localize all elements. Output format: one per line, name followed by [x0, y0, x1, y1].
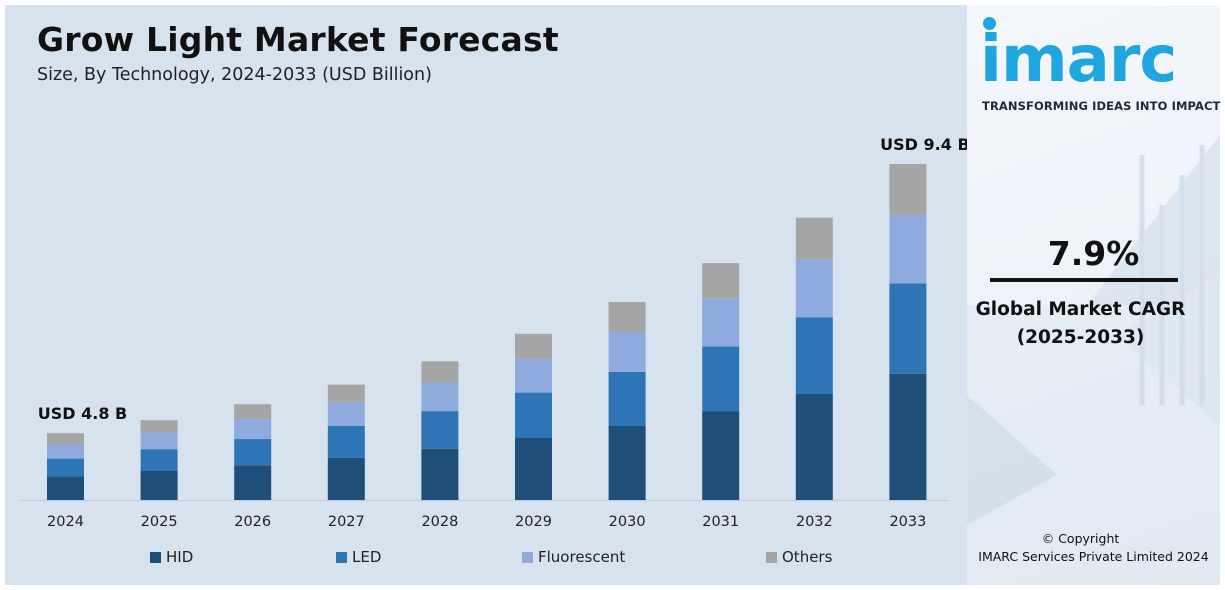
bar-led-2027 — [327, 426, 365, 458]
copyright-text: © Copyright — [1041, 531, 1120, 546]
bg-shape-2 — [967, 305, 1220, 585]
legend-item-fluorescent: Fluorescent — [522, 547, 625, 567]
bar-others-2032 — [795, 217, 833, 260]
x-tick-label-2027: 2027 — [328, 514, 365, 530]
bar-hid-2027 — [327, 457, 365, 500]
cagr-label-line2: (2025-2033) — [1016, 327, 1145, 348]
bar-fluorescent-2032 — [795, 259, 833, 318]
bar-fluorescent-2027 — [327, 402, 365, 426]
bar-led-2032 — [795, 317, 833, 395]
x-tick-label-2030: 2030 — [609, 514, 646, 530]
imarc-logo: imarc — [980, 23, 1177, 97]
company-text: IMARC Services Private Limited 2024 — [978, 549, 1209, 564]
legend-label-fluorescent: Fluorescent — [538, 548, 626, 566]
legend-swatch-hid — [150, 551, 161, 563]
bar-led-2025 — [140, 449, 178, 471]
bar-fluorescent-2028 — [421, 382, 459, 412]
bar-fluorescent-2024 — [47, 444, 84, 459]
bar-others-2031 — [702, 263, 740, 299]
x-tick-label-2025: 2025 — [141, 514, 178, 530]
bg-shape-3 — [967, 395, 1057, 525]
background-graphic — [967, 135, 1220, 585]
bar-fluorescent-2025 — [140, 432, 178, 450]
annotation-total-2033: USD 9.4 B — [880, 135, 967, 154]
bar-led-2028 — [421, 411, 459, 449]
annotation-total-2024: USD 4.8 B — [38, 404, 127, 423]
bar-hid-2028 — [421, 448, 459, 500]
bg-shape-4 — [1117, 275, 1220, 425]
bar-others-2027 — [327, 384, 365, 403]
cagr-label-line1: Global Market CAGR — [975, 299, 1186, 320]
legend-item-led: LED — [336, 547, 381, 567]
bar-led-2031 — [702, 346, 740, 412]
bar-led-2026 — [234, 439, 272, 466]
cagr-label: Global Market CAGR (2025-2033) — [967, 296, 1194, 352]
bar-led-2024 — [47, 458, 84, 477]
bar-others-2026 — [234, 404, 272, 420]
bar-hid-2024 — [47, 476, 84, 500]
legend-label-led: LED — [352, 548, 382, 566]
bar-led-2030 — [608, 371, 646, 426]
bar-hid-2032 — [795, 394, 833, 500]
bar-fluorescent-2030 — [608, 331, 646, 372]
bar-others-2033 — [889, 164, 927, 215]
x-tick-label-2031: 2031 — [702, 514, 739, 530]
x-tick-label-2033: 2033 — [889, 514, 926, 530]
x-tick-label-2024: 2024 — [47, 514, 84, 530]
chart-title: Grow Light Market Forecast — [37, 20, 559, 59]
x-tick-label-2026: 2026 — [234, 514, 271, 530]
bar-others-2025 — [140, 420, 178, 433]
bar-hid-2031 — [702, 411, 740, 500]
chart-subtitle: Size, By Technology, 2024-2033 (USD Bill… — [37, 65, 432, 85]
legend-label-hid: HID — [166, 548, 194, 566]
legend-swatch-led — [336, 551, 347, 563]
legend-swatch-others — [766, 551, 777, 563]
cagr-divider — [990, 278, 1178, 282]
x-tick-label-2032: 2032 — [796, 514, 833, 530]
x-tick-label-2028: 2028 — [421, 514, 458, 530]
bar-others-2029 — [515, 333, 552, 359]
x-tick-label-2029: 2029 — [515, 514, 552, 530]
bar-hid-2033 — [889, 373, 927, 500]
logo-tagline: TRANSFORMING IDEAS INTO IMPACT — [982, 99, 1221, 113]
legend-label-others: Others — [782, 548, 833, 566]
bar-hid-2025 — [140, 471, 178, 500]
bar-hid-2029 — [515, 438, 552, 500]
bar-fluorescent-2026 — [234, 419, 272, 440]
logo-dot — [983, 17, 996, 30]
bar-hid-2026 — [234, 465, 272, 500]
legend-swatch-fluorescent — [522, 551, 533, 563]
bar-fluorescent-2031 — [702, 298, 740, 347]
cagr-value: 7.9% — [1047, 234, 1140, 273]
bar-others-2028 — [421, 361, 459, 383]
legend-item-hid: HID — [150, 547, 193, 567]
bar-fluorescent-2033 — [889, 214, 927, 284]
side-panel — [967, 5, 1220, 585]
bar-led-2029 — [515, 392, 552, 438]
bar-fluorescent-2029 — [515, 358, 552, 393]
bar-led-2033 — [889, 283, 927, 374]
bar-others-2030 — [608, 301, 646, 332]
stacked-bar-chart: 2024 2025 2026 2027 2028 2029 2030 2031 2032 2033… — [20, 135, 967, 530]
bg-shape-1 — [1087, 135, 1220, 305]
bar-hid-2030 — [608, 426, 646, 500]
legend-item-others: Others — [766, 547, 832, 567]
bar-others-2024 — [47, 433, 84, 445]
